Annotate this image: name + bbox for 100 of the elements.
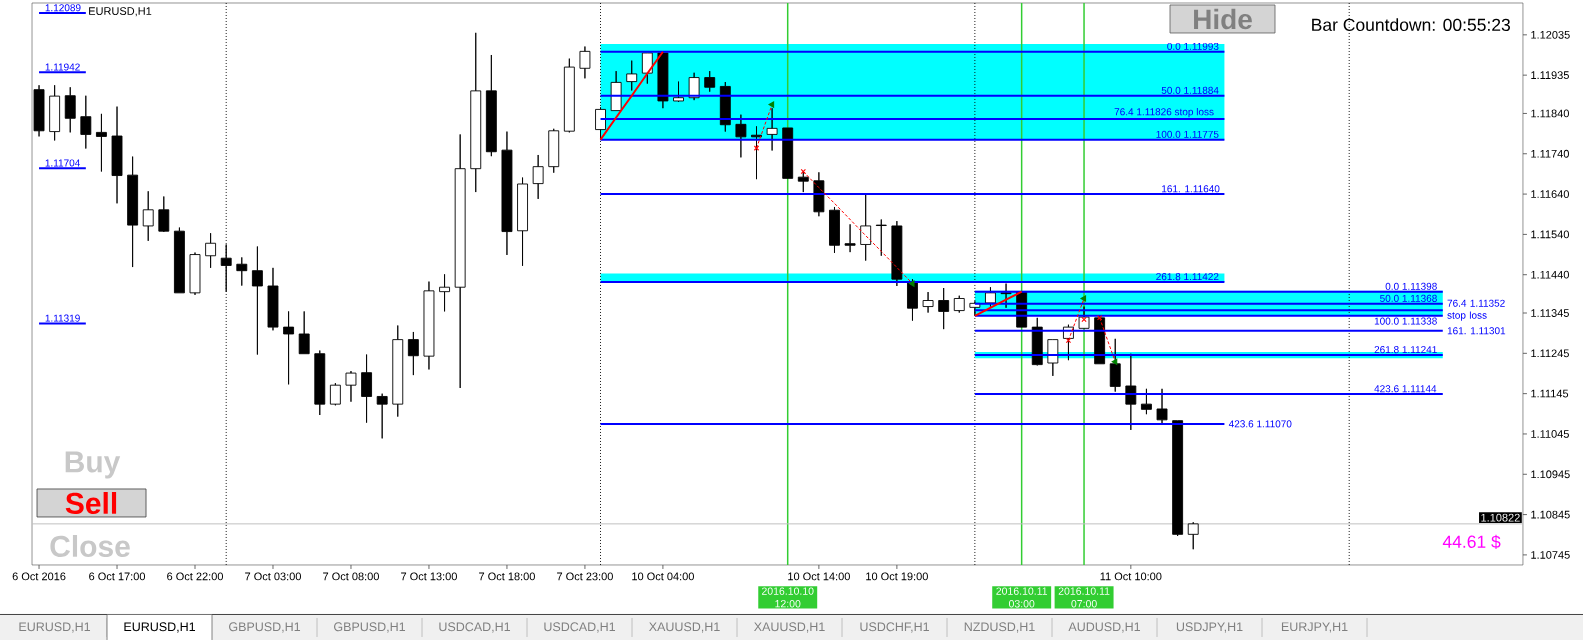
candlestick xyxy=(267,267,279,331)
text: USDCHF,H1 xyxy=(860,622,929,633)
text: XAUUSD,H1 xyxy=(754,622,825,633)
candlestick xyxy=(485,54,497,157)
text: EURUSD,H1 xyxy=(19,622,91,633)
candlestick xyxy=(1156,388,1168,424)
series-label: 76.4 1.11826 stop loss xyxy=(1114,107,1214,118)
candlestick xyxy=(782,127,794,179)
point xyxy=(1081,316,1087,323)
candlestick xyxy=(1109,338,1121,393)
candlestick xyxy=(439,273,450,312)
y-tick-label: 1.11935 xyxy=(1531,71,1569,80)
y-tick-label: 1.11540 xyxy=(1531,230,1569,239)
candlestick xyxy=(985,286,996,308)
y-tick-label: 1.10745 xyxy=(1531,551,1570,559)
series-label: 161. 1.11301 xyxy=(1447,327,1506,335)
annotation: 44.61 $ xyxy=(1442,534,1501,549)
y-tick-label: 1.11145 xyxy=(1531,389,1569,398)
text: EURUSD,H1 xyxy=(124,622,196,633)
x-tick-label: 7 Oct 18:00 xyxy=(479,572,535,581)
x-tick-label: 7 Oct 08:00 xyxy=(323,572,379,581)
text: GBPUSD,H1 xyxy=(229,622,301,633)
candlestick xyxy=(470,32,482,193)
text: 2016.10.10 12:00 xyxy=(761,587,814,608)
candlestick xyxy=(766,107,778,151)
series-label: 423.6 1.11144 xyxy=(1374,385,1437,393)
point xyxy=(1080,295,1087,302)
series-label: 50.0 1.11884 xyxy=(1161,86,1219,94)
candlestick xyxy=(298,310,310,355)
series-label: 0.0 1.11993 xyxy=(1167,42,1219,50)
annotation: Hide xyxy=(1194,8,1252,30)
x-tick-label: 10 Oct 14:00 xyxy=(788,572,850,581)
candlestick xyxy=(532,154,544,200)
candlestick xyxy=(548,128,560,174)
candlestick xyxy=(361,354,373,424)
series-label: 50.0 1.11368 xyxy=(1380,294,1437,302)
candlestick xyxy=(922,291,934,314)
point xyxy=(1096,315,1103,321)
series-label: 100.0 1.11775 xyxy=(1156,130,1219,138)
candlestick xyxy=(127,156,139,268)
candlestick xyxy=(829,206,840,254)
candlestick xyxy=(953,295,965,314)
series-label: 1.11942 xyxy=(45,63,80,71)
candlestick xyxy=(314,350,326,416)
y-tick-label: 1.10845 xyxy=(1531,510,1570,519)
series-label: 423.6 1.11070 xyxy=(1228,420,1292,428)
candlestick xyxy=(688,72,700,101)
x-tick-label: 10 Oct 19:00 xyxy=(866,572,928,581)
candlestick xyxy=(173,227,185,294)
series-label: 76.4 1.11352 stop loss xyxy=(1447,299,1505,321)
candlestick xyxy=(610,70,622,112)
y-tick-label: 1.11245 xyxy=(1531,349,1569,358)
series-label: 0.0 1.11398 xyxy=(1385,282,1437,290)
line-series xyxy=(599,50,664,141)
ref-line-label: 1.10822 xyxy=(1481,513,1520,522)
candlestick xyxy=(626,60,638,91)
text: 2016.10.11 07:00 xyxy=(1058,587,1110,608)
series-label: 1.11319 xyxy=(45,314,80,322)
candlestick xyxy=(657,51,669,109)
y-tick-label: 1.11640 xyxy=(1531,190,1569,198)
point xyxy=(1065,337,1072,344)
candlestick xyxy=(579,46,591,79)
candlestick xyxy=(329,382,341,406)
candlestick xyxy=(1047,339,1059,377)
candlestick xyxy=(407,331,419,376)
candlestick xyxy=(49,84,61,141)
candlestick xyxy=(891,220,903,287)
x-tick-label: 7 Oct 23:00 xyxy=(557,572,613,581)
point xyxy=(800,168,806,175)
y-tick-label: 1.11740 xyxy=(1531,149,1569,158)
candlestick xyxy=(704,70,716,93)
y-tick-label: 1.11345 xyxy=(1531,309,1569,317)
series-label: 261.8 1.11241 xyxy=(1374,346,1437,354)
candlestick xyxy=(860,194,872,262)
candlestick xyxy=(142,190,154,242)
x-tick-label: 6 Oct 22:00 xyxy=(167,572,223,581)
text: NZDUSD,H1 xyxy=(964,622,1035,633)
series-label: 161. 1.11640 xyxy=(1162,185,1220,193)
candlestick xyxy=(64,86,76,133)
candlestick xyxy=(641,52,653,85)
candlestick xyxy=(158,196,170,233)
y-tick-label: 1.11440 xyxy=(1531,270,1569,279)
candlestick xyxy=(283,310,295,385)
annotation: Sell xyxy=(65,491,117,515)
point xyxy=(768,101,775,108)
candlestick xyxy=(205,232,217,269)
series-label: 1.11704 xyxy=(45,159,80,167)
candlestick xyxy=(95,113,107,172)
text: GBPUSD,H1 xyxy=(334,622,406,633)
y-tick-label: 1.12035 xyxy=(1531,30,1570,39)
x-tick-label: 6 Oct 2016 xyxy=(12,572,66,581)
annotation: Bar Countdown: 00:55:23 xyxy=(1312,18,1511,32)
series-label: 100.0 1.11338 xyxy=(1374,317,1437,325)
candlestick xyxy=(938,287,950,330)
y-tick-label: 1.11840 xyxy=(1531,109,1569,118)
candlestick xyxy=(1187,521,1199,550)
candlestick xyxy=(423,281,435,370)
candlestick xyxy=(345,370,357,403)
candlestick xyxy=(376,393,388,439)
candlestick xyxy=(236,256,248,287)
